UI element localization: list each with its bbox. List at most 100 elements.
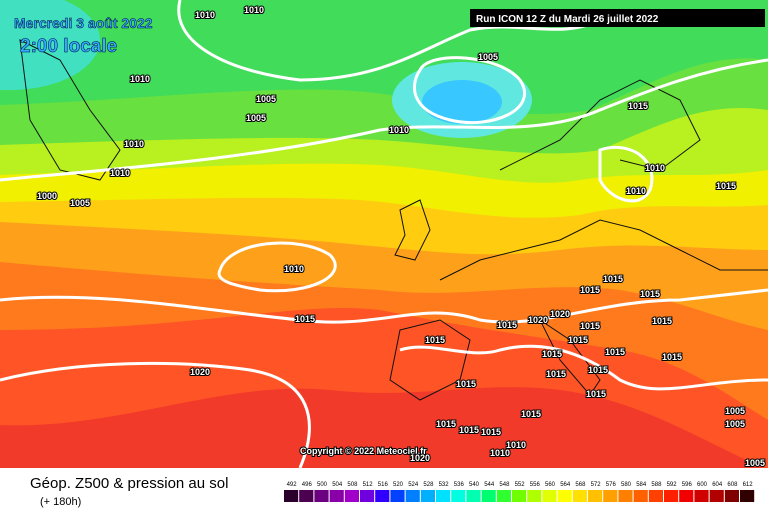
isobar-label: 1005: [725, 419, 745, 429]
scale-swatch: [709, 490, 724, 502]
scale-label: 612: [743, 482, 754, 488]
isobar-label: 1000: [37, 191, 57, 201]
scale-label: 540: [469, 482, 480, 488]
scale-swatch: [664, 490, 679, 502]
run-label: Run ICON 12 Z du Mardi 26 juillet 2022: [476, 14, 659, 25]
isobar-label: 1015: [546, 369, 566, 379]
scale-swatch: [588, 490, 603, 502]
scale-label: 584: [636, 482, 647, 488]
isobar-label: 1015: [652, 316, 672, 326]
isobar-label: 1005: [725, 406, 745, 416]
low-center: [422, 80, 502, 124]
isobar-label: 1015: [481, 427, 501, 437]
zone: [0, 0, 100, 90]
scale-swatch: [633, 490, 648, 502]
scale-label: 588: [651, 482, 662, 488]
isobar-label: 1010: [110, 168, 130, 178]
scale-label: 524: [408, 482, 419, 488]
coastlines: [19, 39, 768, 401]
time-label: 2:00 locale: [20, 36, 117, 57]
scale-swatch: [360, 490, 375, 502]
scale-swatch: [405, 490, 420, 502]
isobar-label: 1020: [528, 315, 548, 325]
scale-label: 576: [606, 482, 617, 488]
scale-swatch: [694, 490, 709, 502]
scale-swatch: [451, 490, 466, 502]
scale-swatch: [542, 490, 557, 502]
scale-label: 568: [575, 482, 586, 488]
isobar-label: 1015: [580, 321, 600, 331]
scale-label: 520: [393, 482, 404, 488]
isobar-label: 1015: [568, 335, 588, 345]
date-label: Mercredi 3 août 2022: [14, 15, 153, 31]
isobar-label: 1010: [389, 125, 409, 135]
isobar-label: 1015: [588, 365, 608, 375]
isobar-label: 1005: [478, 52, 498, 62]
scale-swatch: [390, 490, 405, 502]
scale-swatch: [466, 490, 481, 502]
scale-label: 604: [712, 482, 723, 488]
scale-swatch: [603, 490, 618, 502]
scale-swatch: [284, 490, 299, 502]
isobar-label: 1010: [645, 163, 665, 173]
scale-label: 560: [545, 482, 556, 488]
scale-label: 492: [287, 482, 298, 488]
isobar-label: 1005: [745, 458, 765, 468]
scale-label: 552: [515, 482, 526, 488]
scale-swatch: [299, 490, 314, 502]
scale-label: 528: [423, 482, 434, 488]
isobar-label: 1015: [716, 181, 736, 191]
scale-swatch: [557, 490, 572, 502]
scale-swatch: [375, 490, 390, 502]
scale-label: 600: [697, 482, 708, 488]
scale-swatch: [527, 490, 542, 502]
scale-label: 532: [439, 482, 450, 488]
isobar-label: 1015: [295, 314, 315, 324]
scale-swatch: [420, 490, 435, 502]
isobar-label: 1005: [246, 113, 266, 123]
scale-label: 596: [682, 482, 693, 488]
scale-label: 544: [484, 482, 495, 488]
isobar-label: 1010: [244, 5, 264, 15]
scale-label: 536: [454, 482, 465, 488]
scale-label: 580: [621, 482, 632, 488]
scale-label: 556: [530, 482, 541, 488]
footer-lead: (+ 180h): [40, 496, 81, 508]
isobar-label: 1005: [70, 198, 90, 208]
scale-label: 572: [591, 482, 602, 488]
isobar-label: 1010: [506, 440, 526, 450]
scale-label: 500: [317, 482, 328, 488]
isobar-label: 1015: [662, 352, 682, 362]
isobar-label: 1015: [586, 389, 606, 399]
scale-label: 512: [363, 482, 374, 488]
run-banner: [470, 9, 765, 27]
scale-swatch: [740, 490, 755, 502]
scale-label: 564: [560, 482, 571, 488]
scale-label: 508: [347, 482, 358, 488]
isobar-label: 1015: [436, 419, 456, 429]
isobar-label: 1015: [640, 289, 660, 299]
isobars: [0, 0, 768, 391]
copyright: Copyright © 2022 Meteociel.fr: [300, 446, 427, 456]
isobar-label: 1010: [124, 139, 144, 149]
isobar-label: 1015: [521, 409, 541, 419]
isobar-label: 1015: [497, 320, 517, 330]
scale-swatch: [724, 490, 739, 502]
scale-swatch: [329, 490, 344, 502]
isobar-label: 1015: [628, 101, 648, 111]
isobar-label: 1010: [195, 10, 215, 20]
isobar-label: 1010: [626, 186, 646, 196]
isobar-label: 1010: [130, 74, 150, 84]
isobar-label: 1010: [284, 264, 304, 274]
isobar-label: 1015: [542, 349, 562, 359]
scale-swatch: [344, 490, 359, 502]
scale-swatch: [572, 490, 587, 502]
isobar-label: 1010: [490, 448, 510, 458]
footer-title: Géop. Z500 & pression au sol: [30, 475, 228, 492]
scale-label: 516: [378, 482, 389, 488]
isobar-label: 1015: [605, 347, 625, 357]
scale-label: 548: [499, 482, 510, 488]
isobar-label: 1015: [580, 285, 600, 295]
scale-swatch: [679, 490, 694, 502]
